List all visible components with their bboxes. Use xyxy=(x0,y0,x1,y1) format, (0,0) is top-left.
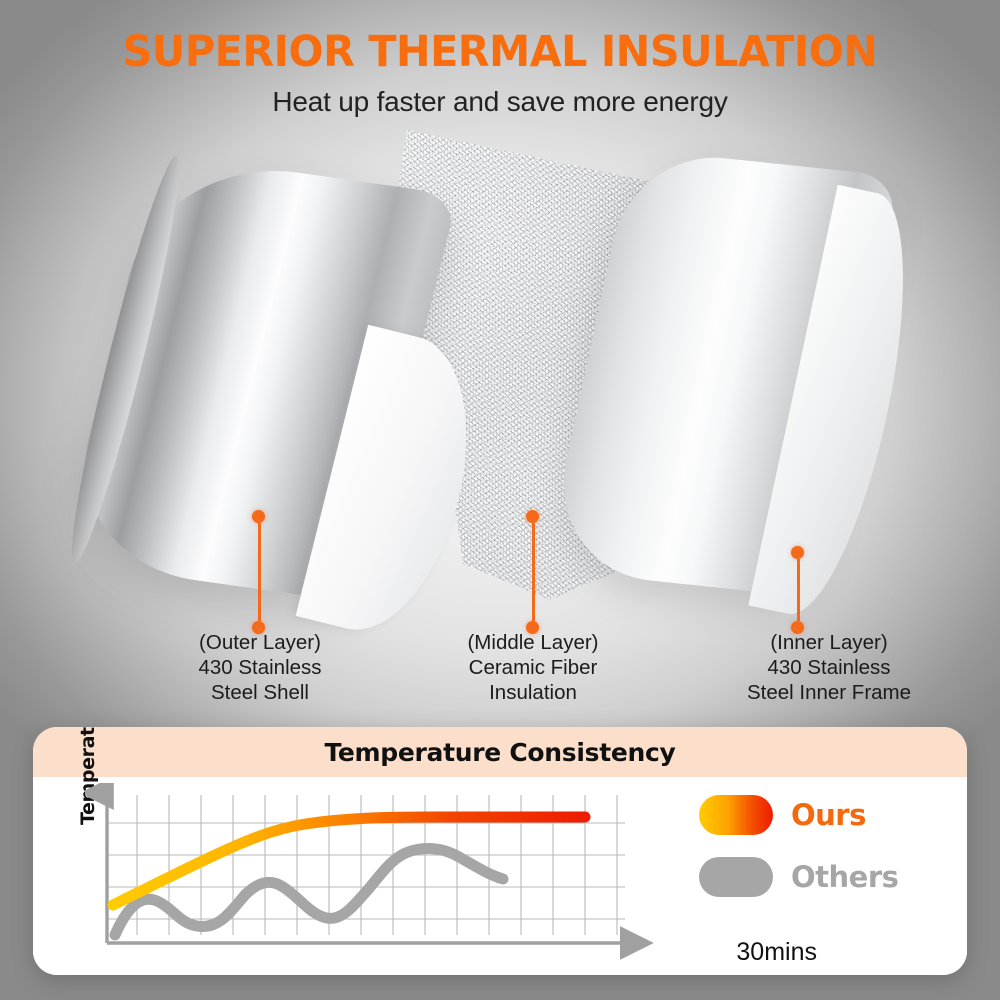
callout-line-2: Ceramic Fiber xyxy=(468,656,598,679)
temperature-chart-panel: Temperature Consistency Temperature xyxy=(33,727,967,975)
x-axis-unit-label: 30mins xyxy=(736,938,817,966)
series-others-line xyxy=(109,843,509,941)
legend-swatch-others xyxy=(699,857,773,897)
legend-item-others: Others xyxy=(699,857,929,897)
callout-line-1: (Outer Layer) xyxy=(199,631,321,654)
callout-line-3: Steel Shell xyxy=(210,681,309,704)
panel-body: Temperature xyxy=(33,727,967,975)
callout-label-inner: (Inner Layer) 430 Stainless Steel Inner … xyxy=(679,630,979,705)
legend-label-others: Others xyxy=(791,860,899,894)
callout-line-3: Steel Inner Frame xyxy=(746,681,912,704)
product-illustration xyxy=(0,150,1000,648)
pin-dot-icon xyxy=(526,510,539,523)
pin-dot-icon xyxy=(791,546,804,559)
callout-line-1: (Inner Layer) xyxy=(770,631,888,654)
header: SUPERIOR THERMAL INSULATION Heat up fast… xyxy=(0,0,1000,118)
legend-item-ours: Ours xyxy=(699,795,929,835)
pin-stem xyxy=(531,523,535,621)
pin-stem xyxy=(257,523,261,621)
callout-pin-inner xyxy=(791,546,805,634)
callout-label-outer: (Outer Layer) 430 Stainless Steel Shell xyxy=(110,630,410,705)
panel-title: Temperature Consistency xyxy=(324,737,676,767)
callout-pin-middle xyxy=(526,510,540,634)
callout-line-2: 430 Stainless xyxy=(767,656,891,679)
temperature-line-chart xyxy=(85,783,654,960)
panel-header: Temperature Consistency xyxy=(33,727,967,777)
y-axis-label-wrap: Temperature xyxy=(59,727,99,947)
callout-line-3: Insulation xyxy=(489,681,577,704)
pin-dot-icon xyxy=(526,621,539,634)
callout-label-middle: (Middle Layer) Ceramic Fiber Insulation xyxy=(383,630,683,705)
page-subtitle: Heat up faster and save more energy xyxy=(272,86,728,118)
series-ours-line xyxy=(107,811,591,911)
callout-pin-outer xyxy=(252,510,266,634)
legend-swatch-ours xyxy=(699,795,773,835)
callout-line-2: 430 Stainless xyxy=(198,656,322,679)
chart-legend: Ours Others xyxy=(699,795,929,919)
pin-dot-icon xyxy=(252,621,265,634)
legend-label-ours: Ours xyxy=(791,798,866,832)
page-title: SUPERIOR THERMAL INSULATION xyxy=(122,27,878,77)
pin-dot-icon xyxy=(791,621,804,634)
pin-stem xyxy=(796,559,800,621)
pin-dot-icon xyxy=(252,510,265,523)
callout-line-1: (Middle Layer) xyxy=(467,631,599,654)
